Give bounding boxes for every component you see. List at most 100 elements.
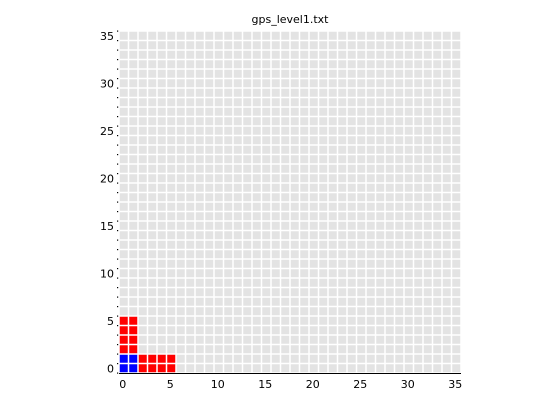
data-cell-red bbox=[129, 335, 138, 344]
grid-cell bbox=[243, 364, 252, 373]
grid-cell bbox=[252, 69, 261, 78]
grid-cell bbox=[157, 335, 166, 344]
grid-cell bbox=[300, 335, 309, 344]
grid-cell bbox=[452, 288, 461, 297]
grid-cell bbox=[319, 297, 328, 306]
grid-cell bbox=[385, 174, 394, 183]
grid-cell bbox=[214, 88, 223, 97]
grid-cell bbox=[338, 326, 347, 335]
grid-cell bbox=[205, 316, 214, 325]
grid-cell bbox=[176, 354, 185, 363]
grid-cell bbox=[167, 174, 176, 183]
grid-cell bbox=[414, 193, 423, 202]
grid-cell bbox=[129, 50, 138, 59]
grid-cell bbox=[433, 259, 442, 268]
grid-cell bbox=[186, 88, 195, 97]
grid-cell bbox=[338, 98, 347, 107]
grid-cell bbox=[395, 50, 404, 59]
grid-cell bbox=[157, 345, 166, 354]
grid-cell bbox=[167, 278, 176, 287]
grid-cell bbox=[195, 202, 204, 211]
grid-cell bbox=[148, 79, 157, 88]
grid-cell bbox=[224, 41, 233, 50]
grid-cell bbox=[404, 107, 413, 116]
grid-cell bbox=[243, 88, 252, 97]
grid-cell bbox=[252, 326, 261, 335]
grid-cell bbox=[224, 316, 233, 325]
grid-cell bbox=[395, 126, 404, 135]
grid-cell bbox=[347, 145, 356, 154]
grid-cell bbox=[262, 345, 271, 354]
grid-cell bbox=[119, 117, 128, 126]
grid-cell bbox=[376, 240, 385, 249]
grid-cell bbox=[319, 69, 328, 78]
grid-cell bbox=[148, 193, 157, 202]
grid-cell bbox=[414, 41, 423, 50]
grid-cell bbox=[195, 316, 204, 325]
grid-cell bbox=[224, 307, 233, 316]
grid-cell bbox=[423, 107, 432, 116]
grid-cell bbox=[395, 335, 404, 344]
grid-cell bbox=[309, 31, 318, 40]
grid-cell bbox=[300, 145, 309, 154]
grid-cell bbox=[309, 354, 318, 363]
grid-cell bbox=[271, 231, 280, 240]
grid-cell bbox=[157, 164, 166, 173]
grid-cell bbox=[167, 345, 176, 354]
grid-cell bbox=[233, 364, 242, 373]
grid-cell bbox=[205, 269, 214, 278]
y-tick-label: 35 bbox=[100, 30, 114, 43]
grid-cell bbox=[357, 79, 366, 88]
grid-cell bbox=[366, 31, 375, 40]
grid-cell bbox=[300, 231, 309, 240]
grid-cell bbox=[328, 345, 337, 354]
grid-cell bbox=[214, 240, 223, 249]
grid-cell bbox=[281, 107, 290, 116]
grid-cell bbox=[271, 98, 280, 107]
grid-cell bbox=[300, 117, 309, 126]
grid-cell bbox=[167, 183, 176, 192]
grid-cell bbox=[366, 98, 375, 107]
grid-cell bbox=[338, 278, 347, 287]
grid-cell bbox=[385, 326, 394, 335]
grid-cell bbox=[290, 240, 299, 249]
grid-cell bbox=[319, 269, 328, 278]
grid-cell bbox=[157, 259, 166, 268]
grid-cell bbox=[252, 250, 261, 259]
grid-cell bbox=[252, 288, 261, 297]
y-minor-tick bbox=[117, 59, 119, 61]
grid-cell bbox=[176, 288, 185, 297]
grid-cell bbox=[281, 41, 290, 50]
grid-cell bbox=[195, 345, 204, 354]
grid-cell bbox=[385, 136, 394, 145]
grid-cell bbox=[452, 41, 461, 50]
grid-cell bbox=[338, 288, 347, 297]
grid-cell bbox=[309, 250, 318, 259]
grid-cell bbox=[385, 88, 394, 97]
grid-cell bbox=[224, 269, 233, 278]
grid-cell bbox=[328, 259, 337, 268]
grid-cell bbox=[319, 259, 328, 268]
grid-cell bbox=[290, 259, 299, 268]
grid-cell bbox=[176, 50, 185, 59]
grid-cell bbox=[347, 269, 356, 278]
grid-cell bbox=[442, 183, 451, 192]
grid-cell bbox=[414, 212, 423, 221]
grid-cell bbox=[176, 278, 185, 287]
grid-cell bbox=[119, 212, 128, 221]
grid-cell bbox=[395, 269, 404, 278]
grid-cell bbox=[366, 345, 375, 354]
grid-cell bbox=[224, 345, 233, 354]
grid-cell bbox=[300, 307, 309, 316]
grid-cell bbox=[404, 354, 413, 363]
grid-cell bbox=[385, 145, 394, 154]
grid-cell bbox=[357, 69, 366, 78]
grid-cell bbox=[452, 107, 461, 116]
grid-cell bbox=[366, 278, 375, 287]
grid-cell bbox=[319, 126, 328, 135]
grid-cell bbox=[138, 278, 147, 287]
grid-cell bbox=[319, 307, 328, 316]
grid-cell bbox=[404, 136, 413, 145]
grid-cell bbox=[119, 221, 128, 230]
grid-cell bbox=[224, 221, 233, 230]
